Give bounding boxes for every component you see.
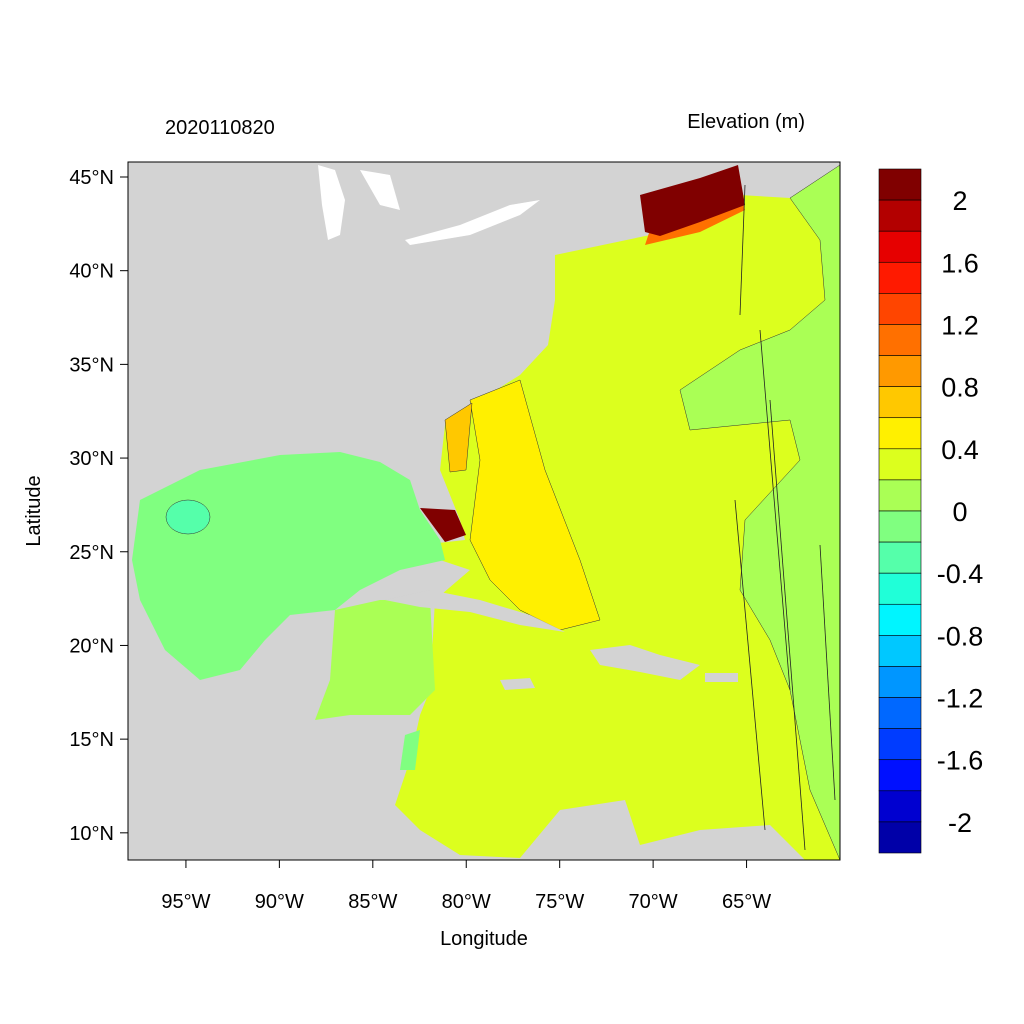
east-field [679, 164, 840, 860]
caribbean-west-field [315, 600, 435, 720]
x-tick-label: 85°W [348, 891, 397, 913]
date-title: 2020110820 [165, 117, 275, 139]
colorbar-label: -1.6 [937, 746, 984, 776]
colorbar-swatch [878, 603, 922, 636]
lake-michigan [318, 165, 345, 240]
y-tick-label: 45°N [69, 167, 114, 189]
x-tick-label: 70°W [629, 891, 678, 913]
colorbar-swatch [878, 759, 922, 792]
x-axis: 95°W 90°W 85°W 80°W 75°W 70°W 65°W [161, 860, 771, 913]
y-tick-label: 10°N [69, 823, 114, 845]
colorbar-swatch [878, 199, 922, 232]
lake-huron [360, 170, 400, 210]
jamaica [500, 678, 535, 690]
colorbar-label: -1.2 [937, 684, 984, 714]
colorbar-label: 0 [952, 497, 967, 527]
hispaniola [590, 645, 700, 680]
y-tick-label: 15°N [69, 729, 114, 751]
colorbar-swatch [878, 728, 922, 761]
track-lines [734, 184, 836, 851]
plot-frame [127, 161, 841, 861]
colorbar-swatch [878, 697, 922, 729]
colorbar-label: 1.2 [941, 310, 979, 340]
cuba [385, 590, 565, 632]
puerto-rico [705, 673, 738, 682]
colorbar-swatch [878, 448, 922, 481]
colorbar-swatch [878, 572, 922, 605]
colorbar-swatch [878, 355, 922, 387]
colorbar-swatch [878, 230, 922, 263]
y-axis: 45°N 40°N 35°N 30°N 25°N 20°N 15°N 10°N [69, 167, 128, 845]
map-area [128, 162, 840, 860]
colorbar-label: 1.6 [941, 248, 979, 278]
colorbar-label: -2 [948, 808, 972, 838]
colorbar-swatch [878, 821, 922, 854]
colorbar-swatch [878, 293, 922, 325]
x-tick-label: 80°W [442, 891, 491, 913]
y-tick-label: 25°N [69, 542, 114, 564]
colorbar-label: 2 [952, 186, 967, 216]
x-tick-label: 65°W [722, 891, 771, 913]
x-tick-label: 95°W [161, 891, 210, 913]
lake-erie-ontario [405, 200, 540, 245]
gulf-eddy [165, 499, 211, 535]
x-tick-label: 75°W [535, 891, 584, 913]
variable-title: Elevation (m) [687, 111, 805, 133]
gulf-field [132, 452, 445, 680]
colorbar: 2 1.6 1.2 0.8 0.4 0 -0.4 -0.8 -1.2 -1.6 -2 [878, 168, 984, 854]
colorbar-swatch [878, 635, 922, 667]
colorbar-swatch [878, 417, 922, 450]
honduras-coast-field [400, 730, 420, 770]
y-tick-label: 40°N [69, 261, 114, 283]
colorbar-label: -0.8 [937, 621, 984, 651]
colorbar-swatch [878, 666, 922, 698]
y-tick-label: 30°N [69, 448, 114, 470]
colorbar-swatch [878, 541, 922, 574]
colorbar-swatch [878, 168, 922, 201]
colorbar-swatch [878, 386, 922, 419]
colorbar-swatch [878, 324, 922, 356]
colorbar-swatch [878, 261, 922, 294]
y-axis-label: Latitude [23, 475, 45, 546]
coastal-surge [444, 402, 473, 473]
colorbar-swatch [878, 479, 922, 512]
colorbar-swatch [878, 790, 922, 823]
colorbar-label: -0.4 [937, 559, 984, 589]
colorbar-label: 0.8 [941, 373, 979, 403]
y-tick-label: 35°N [69, 354, 114, 376]
florida-surge [420, 508, 466, 542]
colorbar-label: 0.4 [941, 435, 979, 465]
colorbar-swatch [878, 510, 922, 543]
y-tick-label: 20°N [69, 635, 114, 657]
x-tick-label: 90°W [255, 891, 304, 913]
x-axis-label: Longitude [440, 928, 528, 950]
maine-surge-core [640, 165, 745, 236]
